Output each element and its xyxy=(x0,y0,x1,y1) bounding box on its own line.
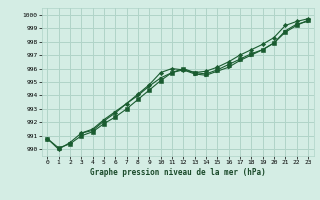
X-axis label: Graphe pression niveau de la mer (hPa): Graphe pression niveau de la mer (hPa) xyxy=(90,168,266,177)
